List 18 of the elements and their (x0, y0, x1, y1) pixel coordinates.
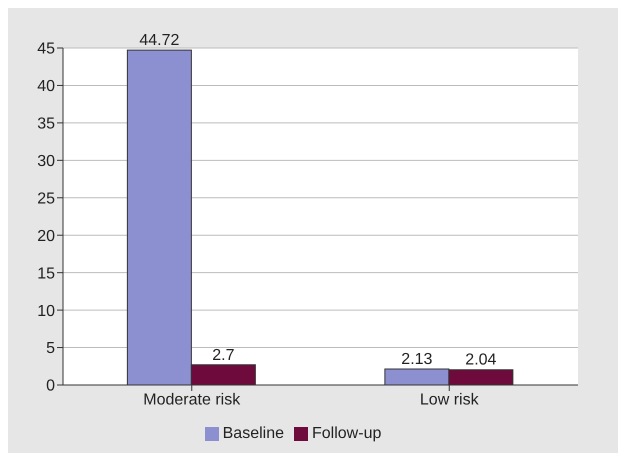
data-label: 2.13 (401, 351, 433, 368)
y-tick-label: 40 (37, 78, 56, 96)
y-tick-label: 45 (37, 40, 56, 58)
y-tick-label: 0 (46, 378, 56, 395)
y-tick-label: 30 (37, 153, 56, 170)
y-tick-label: 20 (37, 228, 56, 245)
data-label: 2.04 (465, 352, 497, 369)
y-tick-label: 35 (37, 116, 56, 133)
y-tick-label: 25 (37, 190, 56, 208)
legend-label: Baseline (222, 425, 284, 442)
y-tick-label: 5 (46, 340, 56, 358)
data-label: 44.72 (139, 32, 180, 50)
data-label: 2.7 (212, 346, 235, 364)
legend-label: Follow-up (312, 425, 382, 442)
y-tick-label: 10 (37, 302, 56, 320)
x-tick-label: Low risk (420, 391, 480, 408)
x-tick-label: Moderate risk (143, 391, 242, 408)
y-tick-label: 15 (37, 265, 56, 282)
